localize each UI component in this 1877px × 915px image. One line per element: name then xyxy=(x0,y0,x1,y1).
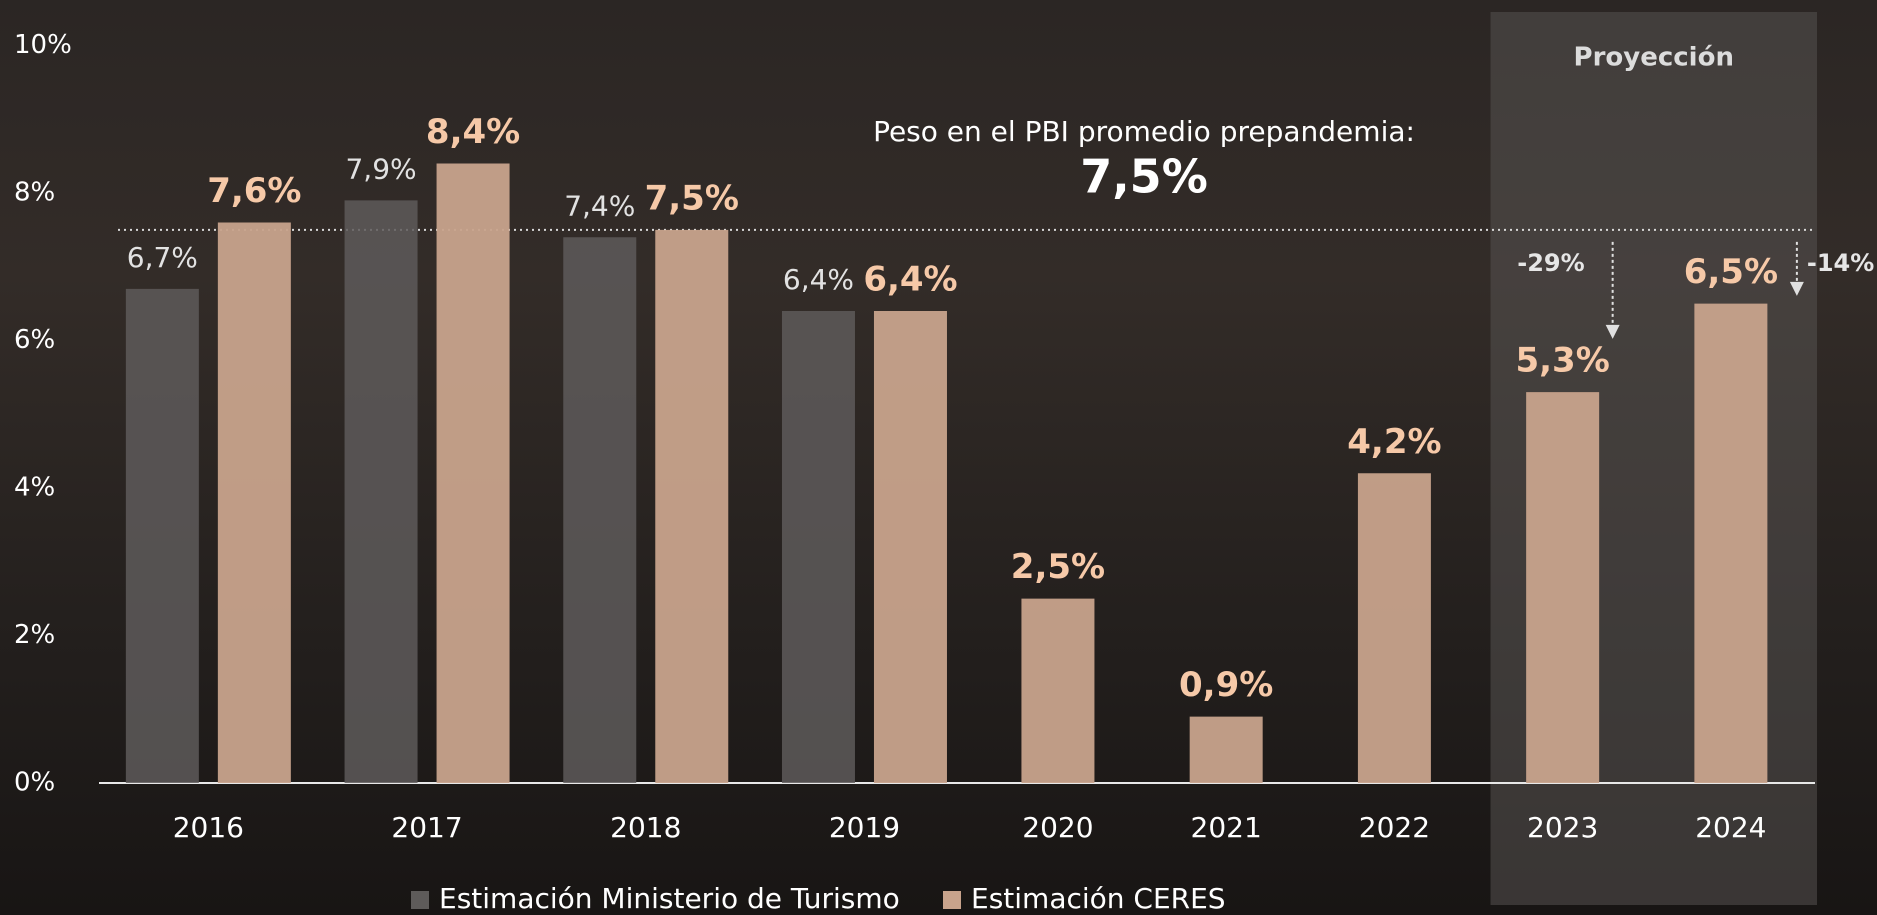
value-label: 7,4% xyxy=(564,189,635,222)
value-label: 6,4% xyxy=(783,263,854,296)
x-tick-label: 2024 xyxy=(1695,811,1766,844)
value-label: 7,9% xyxy=(345,152,416,185)
value-label: 8,4% xyxy=(426,112,520,152)
x-tick-label: 2021 xyxy=(1191,811,1262,844)
y-tick-label: 8% xyxy=(14,178,55,208)
bar xyxy=(126,289,199,783)
bar xyxy=(218,223,291,784)
legend-label: Estimación CERES xyxy=(971,882,1226,915)
projection-label: Proyección xyxy=(1574,43,1734,73)
value-label: 2,5% xyxy=(1011,547,1105,587)
value-label: 6,7% xyxy=(127,241,198,274)
y-tick-label: 0% xyxy=(14,768,55,798)
bar xyxy=(1021,599,1094,783)
bar xyxy=(345,200,418,783)
value-label: 4,2% xyxy=(1347,422,1441,462)
bar xyxy=(437,164,510,784)
value-label: 7,6% xyxy=(207,171,301,211)
x-tick-label: 2022 xyxy=(1359,811,1430,844)
x-tick-label: 2023 xyxy=(1527,811,1598,844)
bar xyxy=(1526,392,1599,783)
x-tick-label: 2016 xyxy=(173,811,244,844)
value-label: 0,9% xyxy=(1179,665,1273,705)
x-tick-label: 2017 xyxy=(391,811,462,844)
value-label: 6,5% xyxy=(1684,252,1778,292)
bar xyxy=(1694,304,1767,783)
x-tick-label: 2018 xyxy=(610,811,681,844)
chart: Proyección 0% 2% 4% 6% 8% 10% Peso en el PBI pr… xyxy=(0,0,1877,915)
bar xyxy=(782,311,855,783)
bar xyxy=(1358,473,1431,783)
annotation-text: -29% xyxy=(1517,249,1584,277)
value-label: 7,5% xyxy=(645,178,739,218)
reference-text: Peso en el PBI promedio prepandemia: xyxy=(873,115,1415,148)
annotation-text: -14% xyxy=(1807,249,1874,277)
value-label: 5,3% xyxy=(1515,341,1609,381)
y-tick-label: 2% xyxy=(14,620,55,650)
x-tick-label: 2020 xyxy=(1022,811,1093,844)
legend-label: Estimación Ministerio de Turismo xyxy=(439,882,900,915)
y-tick-label: 6% xyxy=(14,325,55,355)
bar xyxy=(1190,717,1263,783)
x-tick-label: 2019 xyxy=(829,811,900,844)
legend-swatch xyxy=(411,891,429,909)
bar xyxy=(874,311,947,783)
value-label: 6,4% xyxy=(863,260,957,300)
legend-swatch xyxy=(943,891,961,909)
page: {"chart_data": { "type": "bar", "categor… xyxy=(0,0,1877,915)
reference-label: 7,5% xyxy=(1080,150,1208,204)
bar xyxy=(655,230,728,783)
y-tick-label: 4% xyxy=(14,473,55,503)
y-tick-label: 10% xyxy=(14,30,72,60)
bar xyxy=(563,237,636,783)
